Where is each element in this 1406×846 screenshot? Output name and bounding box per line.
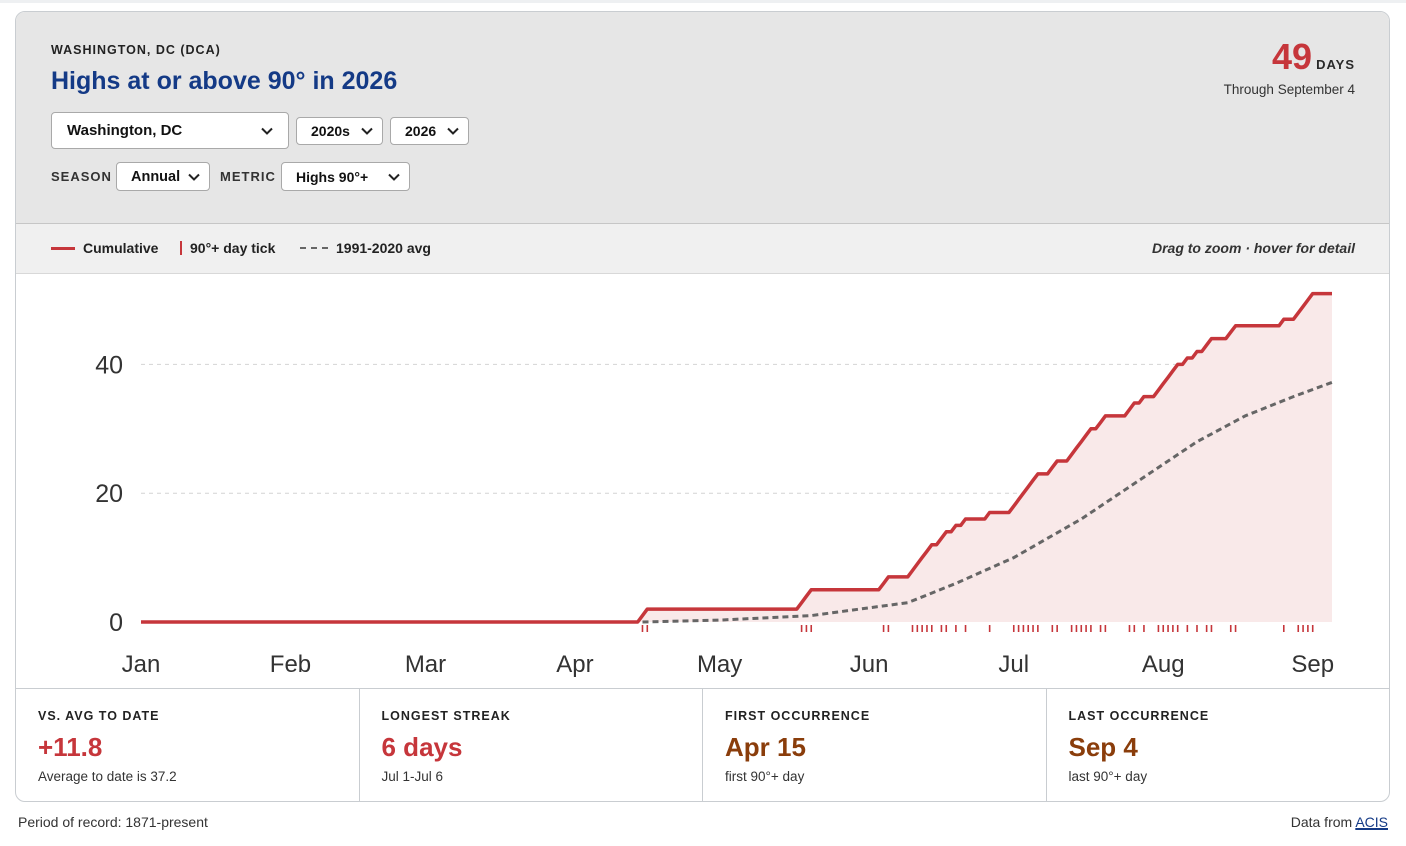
top-border: [0, 0, 1406, 3]
stat-longest-streak: LONGEST STREAK 6 days Jul 1-Jul 6: [360, 689, 703, 801]
header-panel: WASHINGTON, DC (DCA) Highs at or above 9…: [16, 12, 1389, 224]
page-title: Highs at or above 90° in 2026: [51, 67, 398, 95]
cumulative-line: [141, 291, 1332, 624]
station-label: WASHINGTON, DC (DCA): [51, 43, 221, 57]
stat-vs-avg: VS. AVG TO DATE +11.8 Average to date is…: [16, 689, 360, 801]
season-select[interactable]: Annual: [116, 162, 210, 191]
legend-tick-swatch: [180, 241, 182, 255]
stat-label: LAST OCCURRENCE: [1068, 709, 1210, 723]
stat-label: FIRST OCCURRENCE: [725, 709, 871, 723]
y-tick-label: 0: [109, 609, 123, 637]
x-tick-label: Mar: [405, 651, 446, 678]
metric-select-value: Highs 90°+: [296, 168, 369, 185]
legend-cumulative-swatch: [51, 246, 75, 250]
chevron-down-icon: [188, 173, 200, 181]
acis-link[interactable]: ACIS: [1355, 814, 1388, 830]
x-tick-label: May: [697, 651, 742, 678]
legend-bar: Cumulative 90°+ day tick 1991-2020 avg D…: [16, 224, 1389, 274]
stat-value: 6 days: [381, 732, 463, 762]
cumulative-area: [141, 293, 1332, 622]
year-select-value: 2026: [405, 123, 437, 139]
stat-value: +11.8: [38, 732, 103, 762]
x-tick-label: Jun: [850, 651, 889, 678]
period-of-record: Period of record: 1871-present: [18, 814, 208, 830]
stat-label: LONGEST STREAK: [381, 709, 511, 723]
data-source: Data from ACIS: [1291, 814, 1388, 830]
x-tick-label: Jul: [998, 651, 1029, 678]
stat-label: VS. AVG TO DATE: [38, 709, 160, 723]
data-source-label: Data from: [1290, 814, 1353, 830]
chevron-down-icon: [447, 127, 459, 135]
legend-avg-label: 1991-2020 avg: [336, 240, 431, 256]
stat-sub: Jul 1-Jul 6: [381, 769, 444, 784]
total-days-value: 49: [1272, 36, 1313, 77]
chevron-down-icon: [261, 127, 273, 135]
decade-select[interactable]: 2020s: [296, 117, 383, 145]
chart-card: WASHINGTON, DC (DCA) Highs at or above 9…: [15, 11, 1390, 802]
year-select[interactable]: 2026: [390, 117, 469, 145]
station-select-value: Washington, DC: [67, 122, 183, 139]
legend-avg-swatch: [300, 247, 328, 249]
metric-select[interactable]: Highs 90°+: [281, 162, 410, 191]
total-days-unit: DAYS: [1316, 57, 1355, 72]
season-label: SEASON: [51, 169, 112, 184]
x-tick-label: Feb: [270, 651, 311, 678]
stat-value: Apr 15: [725, 732, 806, 762]
stat-sub: Average to date is 37.2: [38, 769, 177, 784]
stat-first-occurrence: FIRST OCCURRENCE Apr 15 first 90°+ day: [703, 689, 1047, 801]
legend-cumulative-label: Cumulative: [83, 240, 159, 256]
y-tick-label: 20: [95, 480, 123, 508]
stat-last-occurrence: LAST OCCURRENCE Sep 4 last 90°+ day: [1047, 689, 1390, 801]
metric-label: METRIC: [220, 169, 276, 184]
stats-row: VS. AVG TO DATE +11.8 Average to date is…: [16, 688, 1390, 801]
x-tick-label: Jan: [122, 651, 161, 678]
zoom-hint: Drag to zoom · hover for detail: [1151, 240, 1355, 256]
station-select[interactable]: Washington, DC: [51, 112, 289, 149]
through-date: Through September 4: [1223, 82, 1355, 97]
legend-tick-label: 90°+ day tick: [190, 240, 276, 256]
season-select-value: Annual: [131, 168, 181, 185]
x-tick-label: Sep: [1291, 651, 1334, 678]
legend-avg: 1991-2020 avg: [300, 240, 431, 256]
cumulative-chart[interactable]: 0 20 40 Jan Feb Mar Apr May Jun Jul Aug Sep: [16, 274, 1389, 688]
stat-value: Sep 4: [1068, 732, 1138, 762]
x-tick-label: Aug: [1142, 651, 1185, 678]
stat-sub: first 90°+ day: [725, 769, 805, 784]
decade-select-value: 2020s: [311, 123, 350, 139]
x-tick-label: Apr: [556, 651, 593, 678]
y-tick-label: 40: [95, 351, 123, 379]
chevron-down-icon: [361, 127, 373, 135]
stat-sub: last 90°+ day: [1068, 769, 1148, 784]
total-stat: 49 DAYS Through September 4: [1224, 36, 1355, 97]
legend-tick: 90°+ day tick: [180, 240, 275, 256]
legend-cumulative: Cumulative: [51, 240, 158, 256]
average-line: [642, 380, 1333, 624]
chevron-down-icon: [388, 173, 400, 181]
